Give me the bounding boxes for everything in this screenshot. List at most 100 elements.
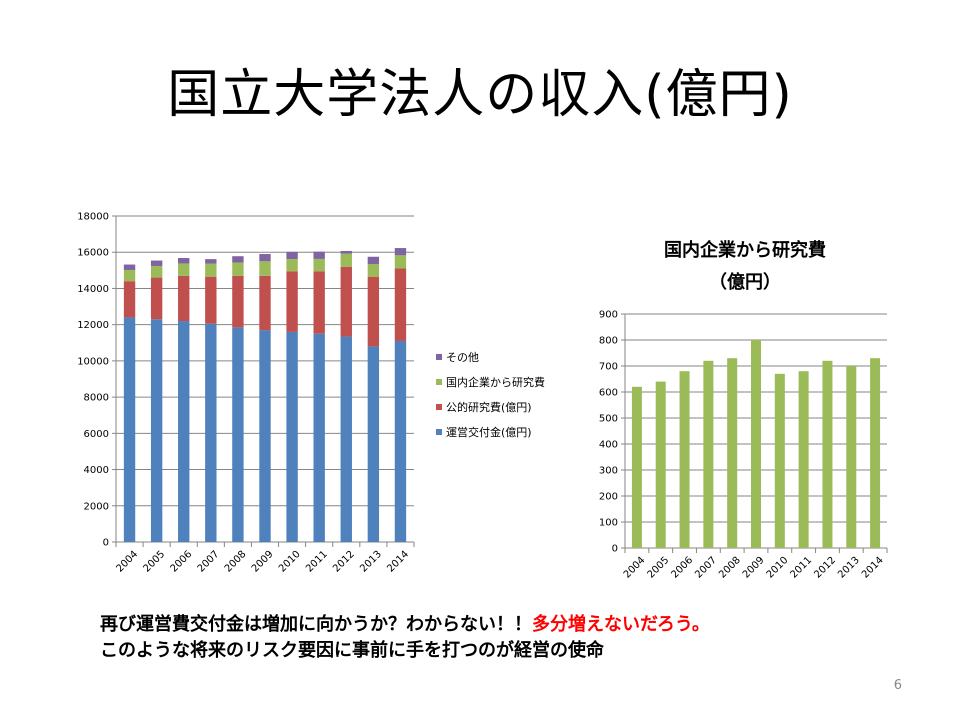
- chart1-bar-2005-s1: [150, 277, 163, 320]
- chart1-bar-2008-s2: [232, 262, 244, 276]
- chart1-legend-swatch: [436, 354, 442, 360]
- chart1-bar-2014-s0: [394, 340, 407, 542]
- bottom-line-1-red: 多分増えないだろう。: [532, 614, 710, 635]
- chart2-bar-2011: [798, 371, 809, 548]
- chart2-bar-2012: [822, 360, 833, 548]
- chart2-ytick-label: 0: [612, 544, 618, 555]
- chart1-bar-2004-s3: [123, 264, 136, 270]
- chart1-xtick-label: 2011: [304, 549, 330, 575]
- chart2-ytick-label: 100: [599, 518, 618, 529]
- chart2-bar-2006: [679, 371, 690, 548]
- chart1-legend-label: その他: [446, 351, 479, 364]
- page-number: 6: [893, 678, 902, 693]
- chart1-bar-2008-s3: [232, 256, 244, 263]
- chart1-ytick-label: 18000: [77, 212, 109, 223]
- chart1-legend-label: 運営交付金(億円): [446, 425, 532, 439]
- chart1-xtick-label: 2004: [114, 549, 140, 575]
- chart1-bar-2009-s1: [259, 275, 271, 331]
- chart2-ytick-label: 300: [599, 466, 618, 477]
- chart2-xtick-label: 2008: [717, 555, 743, 581]
- chart1-bar-2005-s0: [150, 319, 163, 542]
- chart2-xtick-label: 2006: [669, 555, 695, 581]
- chart2-bar-2007: [703, 360, 714, 548]
- chart2-xtick-label: 2013: [836, 555, 862, 581]
- chart1-ytick-label: 10000: [77, 356, 109, 367]
- chart1-bar-2012-s1: [340, 266, 352, 337]
- bottom-line-2: このような将来のリスク要因に事前に手を打つのが経営の使命: [100, 640, 604, 661]
- chart1-bar-2010-s3: [286, 251, 298, 260]
- chart1-bar-2011-s2: [313, 258, 325, 272]
- chart1-xtick-label: 2012: [331, 549, 357, 575]
- chart1-bar-2010-s1: [286, 271, 298, 332]
- chart1-ytick-label: 0: [103, 538, 109, 549]
- chart1-bar-2006-s1: [178, 275, 190, 322]
- chart1-bar-2011-s0: [313, 333, 325, 542]
- chart1-ytick-label: 4000: [84, 465, 109, 476]
- chart1-bar-2006-s3: [178, 258, 190, 264]
- chart1-legend-label: 国内企業から研究費: [446, 375, 545, 389]
- chart2-ytick-label: 500: [599, 414, 618, 425]
- corporate-research-chart: 国内企業から研究費 （億円） 0 100 200 300 400 500 600 700 800 90…: [599, 239, 888, 581]
- chart1-bar-2013-s3: [367, 256, 380, 264]
- chart2-ytick-label: 600: [599, 388, 618, 399]
- chart1-bar-2005-s2: [150, 265, 163, 278]
- chart1-bar-2011-s3: [313, 251, 325, 259]
- chart1-ytick-label: 8000: [84, 393, 109, 404]
- chart1-bar-2004-s1: [123, 281, 136, 318]
- chart1-bar-2004-s0: [123, 317, 136, 542]
- chart2-title: 国内企業から研究費: [664, 239, 826, 261]
- chart2-bar-2013: [846, 366, 857, 548]
- chart1-bar-2008-s0: [232, 327, 244, 542]
- chart1-xtick-label: 2013: [358, 549, 384, 575]
- chart2-xtick-label: 2014: [860, 555, 886, 581]
- chart1-bar-2007-s2: [205, 263, 217, 277]
- chart1-bar-2010-s0: [286, 331, 298, 542]
- chart1-bar-2013-s1: [367, 276, 380, 347]
- chart2-bar-2008: [727, 358, 738, 548]
- chart1-xtick-label: 2007: [196, 549, 222, 575]
- chart2-xtick-label: 2011: [789, 555, 815, 581]
- chart2-ytick-label: 900: [599, 310, 618, 321]
- bottom-line-1: 再び運営費交付金は増加に向かうか？わからない！！多分増えないだろう。: [100, 612, 710, 638]
- slide-title: 国立大学法人の収入(億円): [167, 65, 793, 125]
- bottom-line-1-black: 再び運営費交付金は増加に向かうか？わからない！！: [100, 614, 532, 635]
- chart1-legend-swatch: [436, 379, 442, 385]
- chart2-ytick-label: 400: [599, 440, 618, 451]
- chart1-legend-label: 公的研究費(億円): [446, 400, 532, 414]
- chart1-bar-2014-s1: [394, 268, 407, 341]
- chart1-xtick-label: 2008: [223, 549, 249, 575]
- chart1-ytick-label: 6000: [84, 429, 109, 440]
- chart2-bar-2014: [870, 358, 881, 548]
- chart2-xtick-label: 2005: [646, 555, 672, 581]
- chart1-xtick-label: 2009: [250, 549, 276, 575]
- chart1-bar-2009-s3: [259, 254, 271, 262]
- chart1-bar-2012-s0: [340, 336, 352, 542]
- chart1-bar-2005-s3: [150, 260, 163, 266]
- chart1-xtick-label: 2014: [385, 549, 411, 575]
- chart1-bar-2008-s1: [232, 275, 244, 328]
- bottom-message: 再び運営費交付金は増加に向かうか？わからない！！多分増えないだろう。 このような…: [100, 612, 710, 664]
- chart1-bar-2010-s2: [286, 259, 298, 272]
- chart1-xtick-label: 2006: [169, 549, 195, 575]
- chart1-bar-2007-s3: [205, 259, 217, 264]
- chart1-bar-2006-s2: [178, 263, 190, 276]
- chart2-xtick-label: 2007: [693, 555, 719, 581]
- chart1-ytick-label: 12000: [77, 320, 109, 331]
- chart1-bar-2007-s0: [205, 323, 217, 542]
- chart1-bar-2014-s3: [394, 248, 407, 256]
- chart2-bar-2010: [774, 373, 785, 548]
- chart2-bar-2004: [631, 386, 642, 548]
- chart2-bar-2009: [750, 340, 762, 548]
- chart2-ytick-label: 200: [599, 492, 618, 503]
- chart1-legend-swatch: [436, 429, 442, 435]
- chart2-xtick-label: 2012: [812, 555, 838, 581]
- chart2-subtitle: （億円）: [709, 271, 781, 293]
- chart1-bar-2007-s1: [205, 276, 217, 324]
- chart1-bar-2014-s2: [394, 255, 407, 269]
- chart1-ytick-label: 14000: [77, 284, 109, 295]
- chart2-ytick-label: 800: [599, 336, 618, 347]
- chart2-xtick-label: 2004: [622, 555, 648, 581]
- chart1-bar-2011-s1: [313, 271, 325, 334]
- chart2-xtick-label: 2009: [741, 555, 767, 581]
- chart1-bar-2009-s0: [259, 330, 271, 542]
